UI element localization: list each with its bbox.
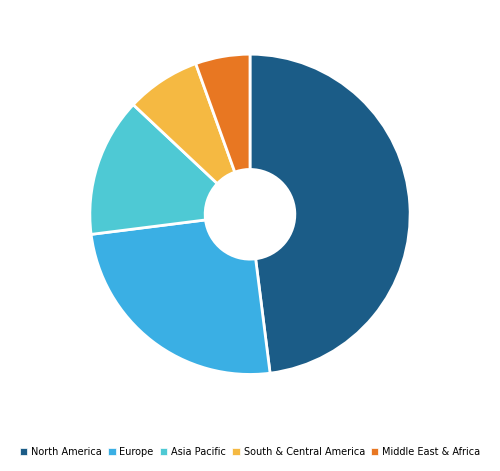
Wedge shape bbox=[196, 54, 250, 172]
Legend: North America, Europe, Asia Pacific, South & Central America, Middle East & Afri: North America, Europe, Asia Pacific, Sou… bbox=[20, 447, 480, 457]
Wedge shape bbox=[91, 220, 270, 374]
Wedge shape bbox=[90, 105, 218, 235]
Wedge shape bbox=[250, 54, 410, 373]
Wedge shape bbox=[134, 64, 235, 184]
